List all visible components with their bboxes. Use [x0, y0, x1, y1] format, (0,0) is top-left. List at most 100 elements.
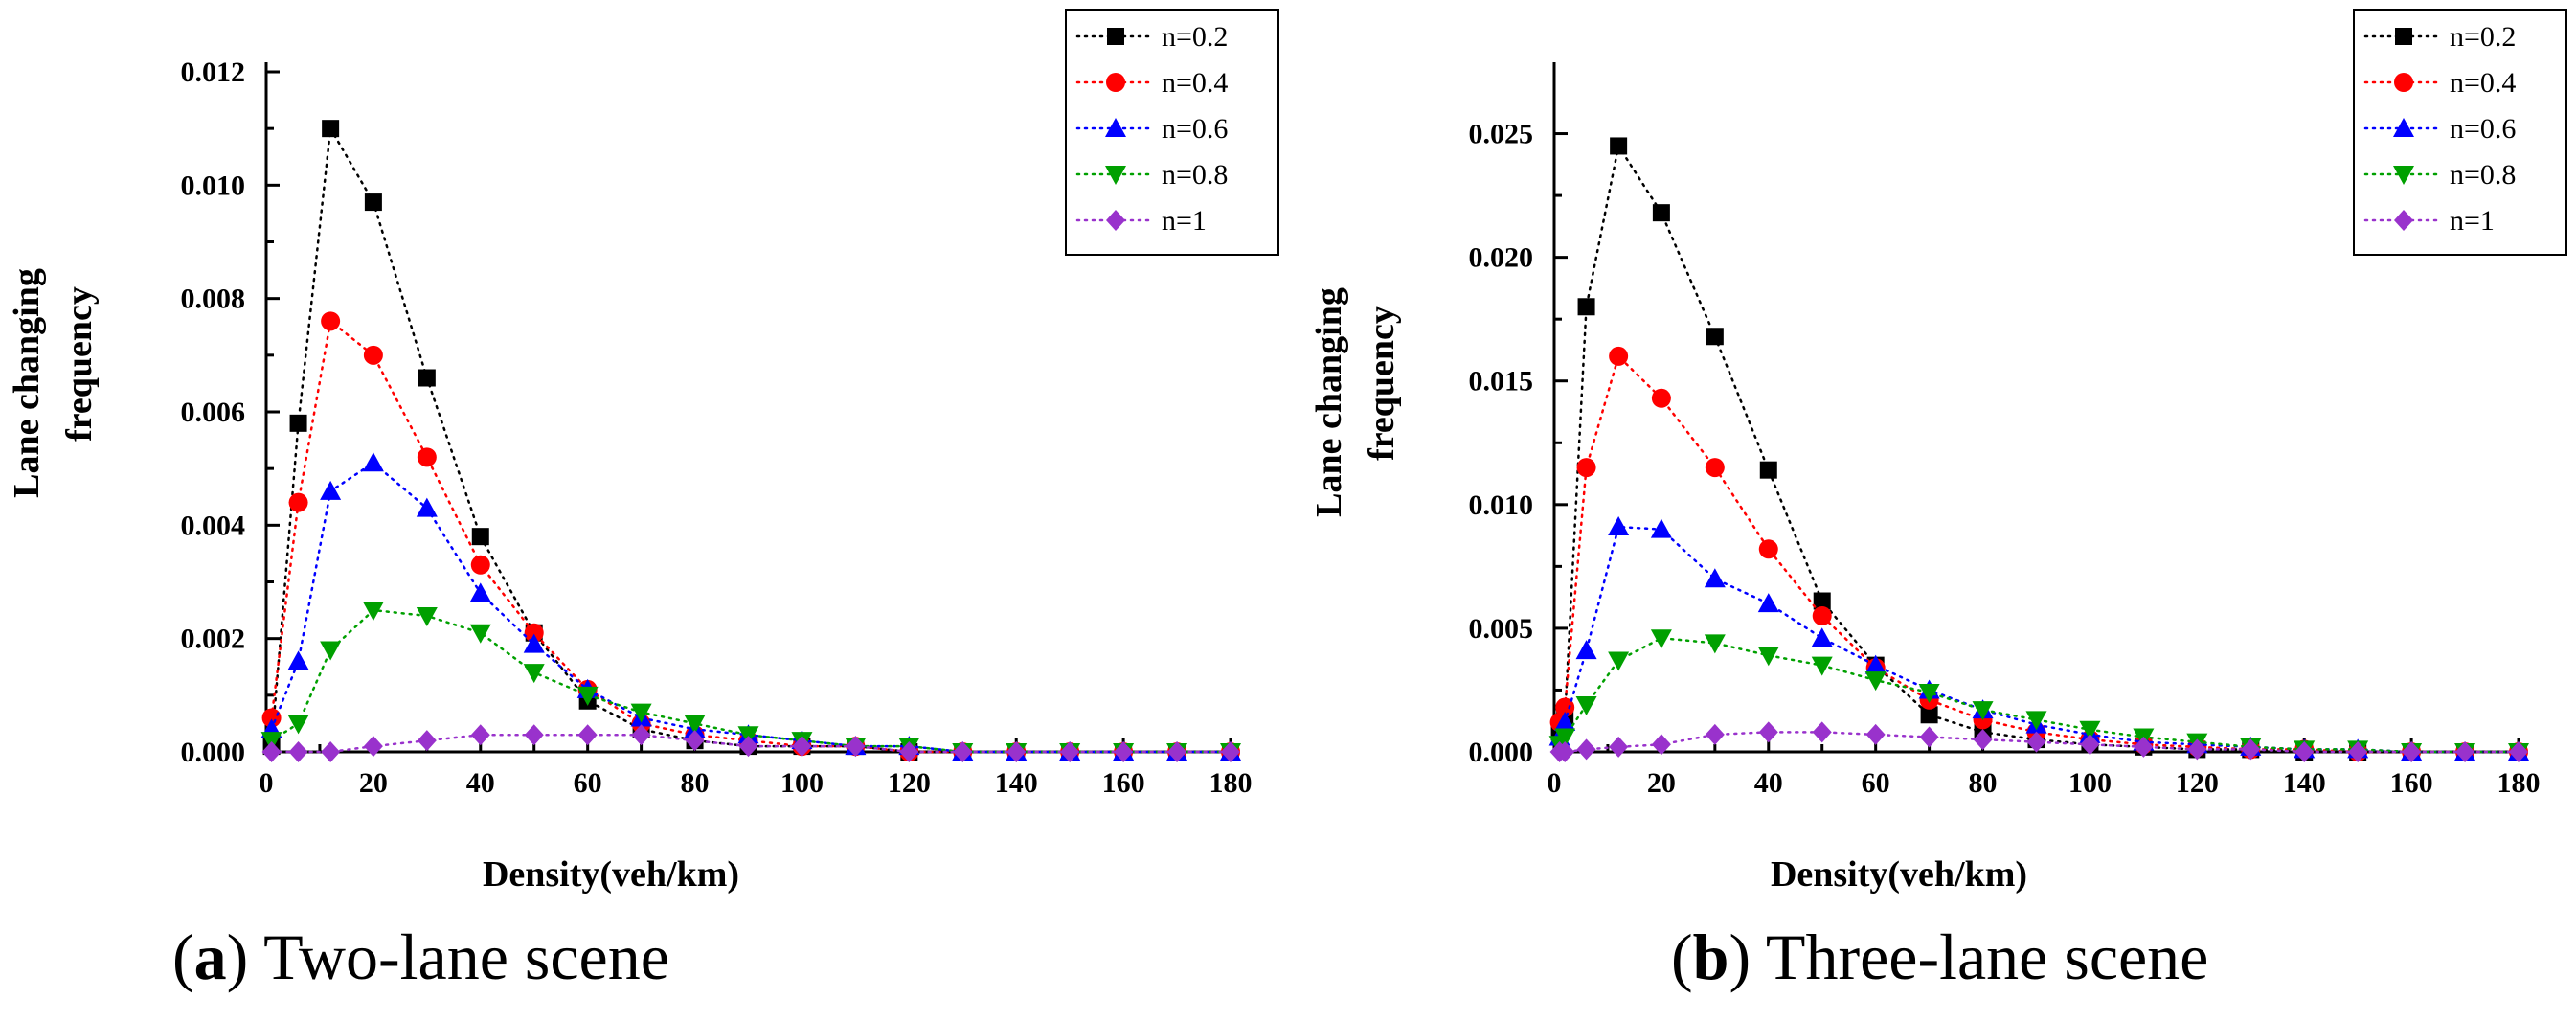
data-point — [685, 730, 705, 752]
data-point — [1608, 651, 1630, 671]
data-point — [1758, 721, 1778, 743]
legend: n=0.2 n=0.4 n=0.6 n=0.8 n=1 — [1065, 9, 1279, 256]
legend-label: n=0.4 — [2450, 67, 2516, 99]
data-point — [1706, 328, 1724, 346]
data-point — [470, 724, 490, 746]
data-point — [363, 345, 383, 365]
series-n=1 — [261, 724, 1240, 762]
data-point — [1972, 701, 1994, 721]
data-point — [1608, 516, 1630, 536]
series-line — [270, 608, 1232, 754]
y-tick-label: 0.000 — [181, 737, 246, 768]
x-tick-label: 80 — [681, 767, 710, 799]
data-point — [2187, 738, 2207, 761]
legend-label: n=0.2 — [1162, 21, 1228, 53]
data-point — [631, 724, 651, 746]
data-point — [684, 715, 706, 735]
data-point — [471, 528, 489, 546]
y-tick-label: 0.005 — [1469, 613, 1534, 645]
data-point — [1575, 640, 1597, 660]
legend-marker — [2394, 73, 2413, 92]
data-point — [1973, 729, 1993, 751]
data-point — [576, 686, 599, 706]
data-point — [287, 650, 309, 670]
data-point — [1704, 568, 1726, 588]
caption-a-letter: a — [193, 920, 227, 993]
data-point — [1060, 741, 1080, 762]
data-point — [1757, 647, 1779, 667]
x-tick-label: 80 — [1969, 767, 1998, 799]
y-tick-label: 0.025 — [1469, 119, 1534, 150]
caption-a-text: Two-lane scene — [248, 920, 669, 993]
data-point — [1812, 606, 1832, 625]
data-point — [2025, 711, 2047, 731]
data-point — [1576, 458, 1596, 478]
data-point — [1865, 723, 1886, 745]
data-point — [1757, 593, 1779, 613]
x-tick-label: 20 — [1647, 767, 1676, 799]
legend-label: n=0.2 — [2450, 21, 2516, 53]
legend-marker — [1105, 166, 1126, 185]
data-point — [1812, 721, 1832, 743]
y-tick-label: 0.002 — [181, 624, 246, 655]
data-point — [630, 703, 652, 723]
x-axis-title: Density(veh/km) — [483, 854, 739, 895]
caption-b: (b) Three-lane scene — [1671, 920, 2209, 993]
data-point — [2509, 741, 2528, 762]
data-point — [1554, 728, 1576, 748]
data-point — [1918, 684, 1940, 704]
data-point — [1006, 741, 1027, 762]
data-point — [953, 741, 973, 762]
data-point — [1554, 712, 1576, 732]
legend-label: n=0.6 — [2450, 113, 2516, 145]
legend-marker — [1107, 28, 1124, 45]
chart-b: 0 20 40 60 80 100 120 140 160 180 0.000 0.005 0.010 0… — [1309, 9, 2567, 895]
caption-b-letter: b — [1692, 920, 1729, 993]
data-point — [1650, 629, 1672, 649]
x-tick-label: 160 — [1102, 767, 1145, 799]
data-point — [1919, 726, 1939, 748]
data-point — [2455, 741, 2475, 762]
data-point — [1705, 723, 1725, 745]
x-tick-label: 140 — [995, 767, 1038, 799]
data-point — [2294, 741, 2315, 762]
data-point — [416, 607, 438, 626]
data-point — [2241, 738, 2261, 761]
legend-marker — [1106, 73, 1125, 92]
data-point — [289, 414, 307, 432]
data-point — [524, 724, 544, 746]
y-tick-label: 0.012 — [181, 57, 246, 88]
data-point — [288, 492, 308, 512]
data-point — [362, 452, 384, 472]
x-tick-label: 0 — [260, 767, 274, 799]
series-n=0.6 — [260, 452, 1241, 761]
data-point — [288, 741, 308, 762]
data-point — [362, 602, 384, 622]
data-point — [1651, 388, 1671, 408]
x-axis-title: Density(veh/km) — [1771, 854, 2027, 895]
data-point — [1811, 656, 1833, 676]
data-point — [363, 736, 383, 758]
series-line — [1558, 525, 2520, 754]
x-tick-label: 160 — [2390, 767, 2433, 799]
data-point — [1114, 741, 1134, 762]
x-tick-label: 20 — [359, 767, 388, 799]
data-point — [523, 633, 545, 653]
series-n=0.8 — [260, 602, 1241, 762]
x-tick-label: 140 — [2283, 767, 2326, 799]
legend-marker — [1105, 118, 1126, 137]
x-tick-label: 40 — [1754, 767, 1783, 799]
data-point — [1167, 741, 1187, 762]
data-point — [470, 555, 490, 575]
data-point — [469, 624, 491, 644]
data-point — [2348, 741, 2368, 762]
data-point — [1759, 461, 1777, 479]
legend-marker — [2393, 118, 2414, 137]
data-point — [1704, 634, 1726, 654]
data-point — [738, 736, 758, 758]
data-point — [1864, 671, 1887, 692]
y-axis-title-line2: frequency — [1362, 306, 1402, 461]
data-point — [1920, 706, 1938, 724]
legend-marker — [1106, 210, 1125, 231]
data-point — [2134, 736, 2154, 758]
